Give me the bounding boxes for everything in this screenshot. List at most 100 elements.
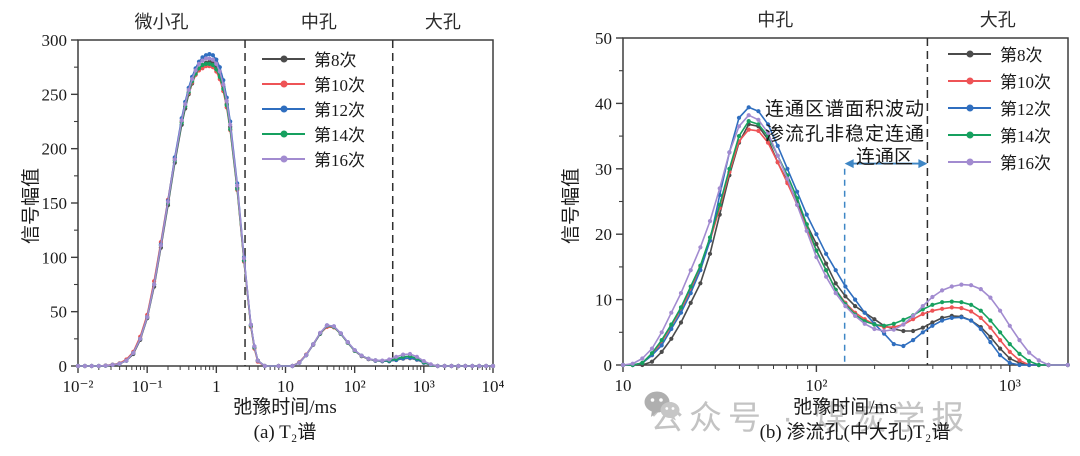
series-marker	[940, 306, 945, 311]
series-marker	[290, 363, 295, 369]
y-tick-label: 0	[59, 357, 68, 376]
series-marker	[1007, 349, 1012, 354]
series-marker	[414, 354, 419, 359]
series-marker	[477, 363, 482, 369]
series-marker	[920, 307, 925, 312]
series-marker	[824, 261, 829, 266]
series-marker	[688, 268, 693, 273]
series-marker	[1007, 342, 1012, 347]
series-marker	[746, 119, 751, 124]
series-marker	[795, 189, 800, 194]
legend-label: 第14次	[1000, 127, 1051, 146]
series-marker	[998, 308, 1003, 313]
chart-a-canvas: 0 50 100 150 200 250 300 10⁻² 10⁻¹ 1 10 10² 10³ 10⁴ 微小…	[42, 12, 505, 396]
series-marker	[620, 362, 626, 368]
series-marker	[736, 115, 742, 120]
series-marker	[456, 363, 461, 369]
series-marker	[988, 325, 993, 330]
series-marker	[276, 363, 281, 369]
series-marker	[988, 318, 993, 323]
series-marker	[1027, 350, 1032, 355]
series-marker	[843, 284, 848, 289]
series-marker	[659, 349, 664, 354]
series-marker	[969, 302, 974, 307]
series-marker	[449, 363, 454, 369]
series-marker	[688, 284, 693, 289]
series-marker	[795, 202, 800, 207]
series-marker	[221, 82, 226, 87]
series-marker	[911, 317, 916, 322]
x-axis-label-b: 弛豫时间/ms	[793, 397, 897, 418]
series-marker	[470, 363, 475, 369]
legend-entry: 第10次	[948, 67, 1051, 94]
series-marker	[911, 328, 916, 334]
series-marker	[814, 241, 819, 247]
series-marker	[252, 344, 257, 349]
series-marker	[901, 322, 906, 327]
series-marker	[833, 291, 838, 296]
series-marker	[1017, 351, 1022, 356]
series-marker	[765, 130, 771, 135]
series-marker	[359, 353, 364, 358]
series-marker	[901, 317, 906, 322]
series-marker	[669, 336, 674, 341]
series-marker	[891, 321, 896, 326]
legend-line-marker	[262, 130, 305, 137]
series-marker	[949, 299, 954, 304]
legend-line-marker	[262, 80, 305, 87]
series-marker	[988, 295, 993, 300]
series-marker	[756, 117, 761, 122]
series-marker	[1007, 323, 1012, 328]
series-marker	[435, 363, 440, 369]
series-marker	[1017, 362, 1022, 368]
zone-arrow-head-right	[918, 159, 928, 169]
series-marker	[669, 310, 674, 315]
y-tick-label: 200	[42, 140, 68, 159]
legend-label: 第10次	[1000, 73, 1051, 92]
series-marker	[785, 176, 790, 181]
series-marker	[484, 363, 489, 369]
series-marker	[814, 248, 819, 253]
series-marker	[678, 291, 684, 296]
legend-line-marker	[262, 55, 305, 62]
series-marker	[785, 166, 790, 171]
series-marker	[843, 294, 848, 299]
x-tick-label: 10³	[413, 377, 435, 396]
series-marker	[940, 318, 945, 323]
series-marker	[200, 55, 205, 60]
series-marker	[998, 330, 1003, 335]
series-marker	[193, 68, 198, 73]
series-marker	[103, 363, 108, 368]
series-marker	[678, 305, 684, 310]
watermark-text: 公众号 · 煤炭学报	[650, 399, 971, 436]
series-marker	[659, 343, 664, 348]
series-marker	[649, 346, 655, 351]
series-marker	[930, 320, 935, 325]
series-marker	[659, 338, 664, 343]
legend-a: 第8次 第10次 第12次 第14次 第16次	[262, 46, 365, 171]
series-marker	[862, 321, 867, 326]
series-marker	[795, 196, 800, 201]
series-marker	[814, 232, 819, 237]
legend-entry: 第12次	[948, 94, 1051, 121]
series-marker	[978, 287, 983, 292]
series-marker	[311, 342, 316, 347]
series-marker	[401, 352, 406, 357]
series-marker	[318, 330, 323, 335]
series-marker	[640, 356, 645, 361]
series-marker	[862, 310, 867, 315]
annotation-line-1: 连通区谱面积波动	[764, 99, 925, 120]
series-marker	[872, 326, 877, 332]
x-tick-label: 10²	[805, 376, 827, 395]
legend-dot-marker	[966, 158, 973, 165]
series-marker	[891, 327, 896, 332]
series-marker	[688, 300, 693, 305]
y-tick-label: 300	[42, 31, 68, 50]
series-marker	[1017, 338, 1022, 343]
series-marker	[490, 363, 496, 369]
series-marker	[978, 326, 983, 332]
legend-line-marker	[948, 50, 991, 57]
legend-entry: 第12次	[262, 96, 365, 121]
series-marker	[345, 340, 350, 345]
